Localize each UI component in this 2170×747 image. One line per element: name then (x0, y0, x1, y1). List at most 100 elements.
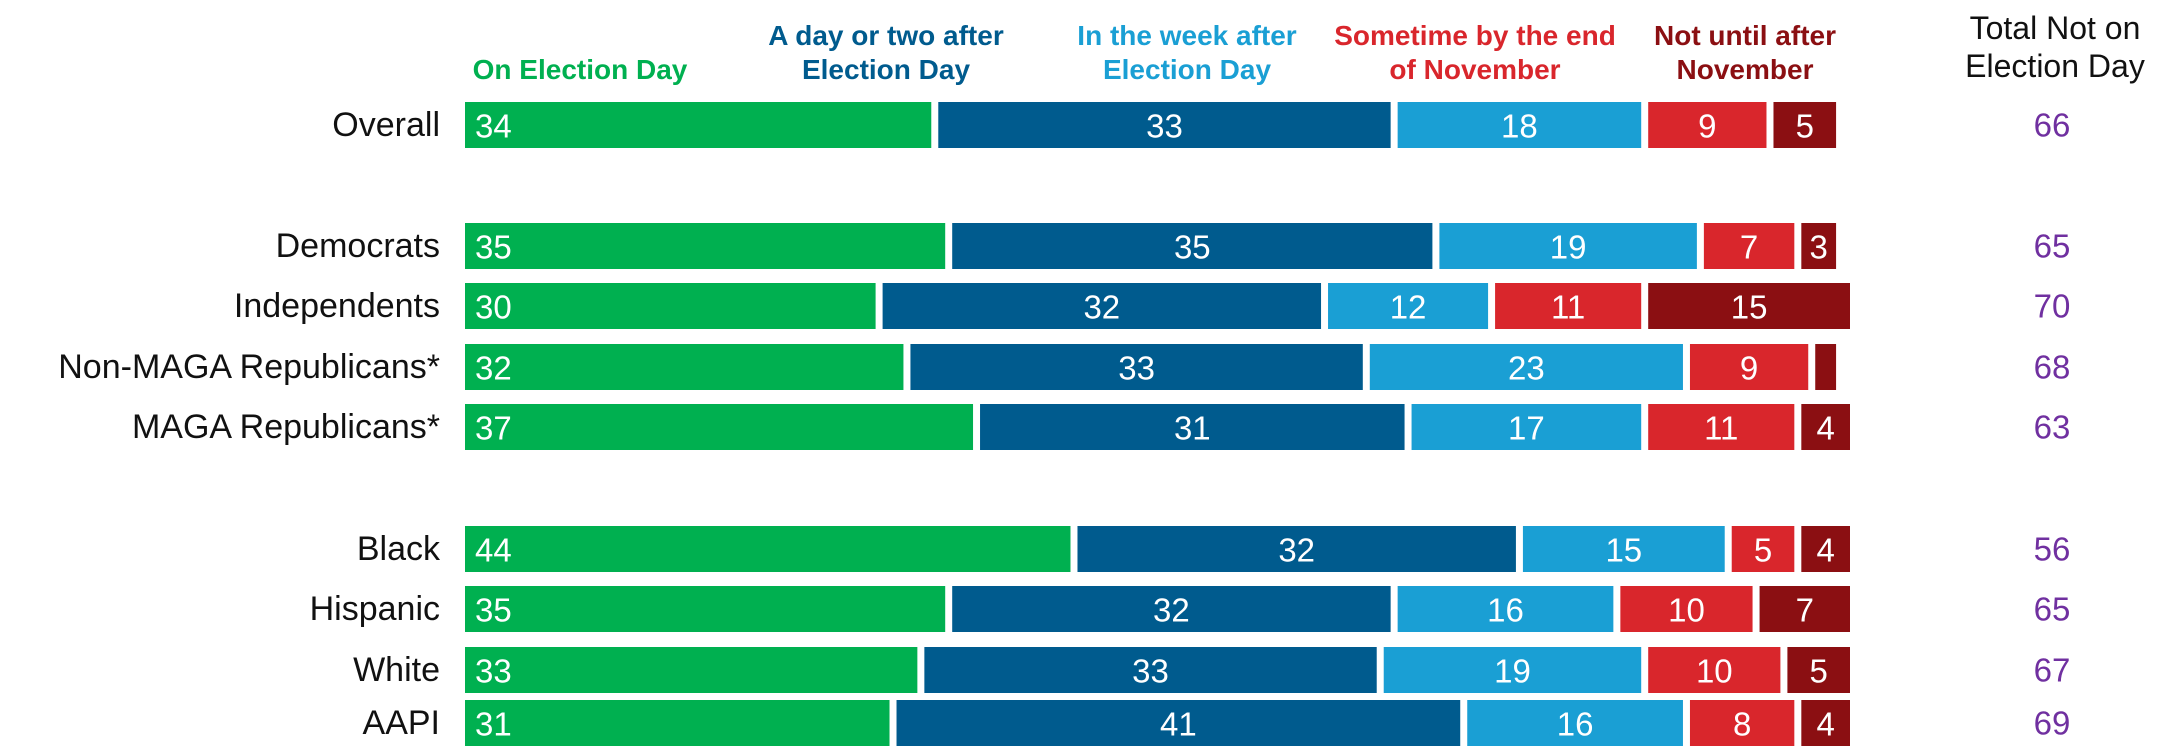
bar-segment (465, 283, 876, 329)
bar-segment (1397, 102, 1642, 148)
category-label: Non-MAGA Republicans* (58, 348, 440, 386)
legend-label: Not until after November (1654, 20, 1836, 85)
totals-header: Total Not on Election Day (1965, 10, 2145, 84)
bar-segment (924, 647, 1377, 693)
bar-segment (1467, 700, 1683, 746)
total-value: 68 (2034, 349, 2071, 386)
data-label: 33 (475, 653, 512, 690)
bar-segment (1815, 344, 1837, 390)
bar-segment (1648, 404, 1795, 450)
legend-label: Sometime by the end of November (1334, 20, 1616, 85)
bar-segment (1369, 344, 1683, 390)
legend-label: On Election Day (472, 54, 688, 85)
bar-segment (465, 526, 1071, 572)
data-label: 33 (1118, 350, 1155, 387)
bar-segment (952, 586, 1391, 632)
bar-segment (1759, 586, 1850, 632)
data-label: 32 (1278, 532, 1315, 569)
category-label: Democrats (276, 227, 440, 265)
data-label: 15 (1731, 289, 1768, 326)
bar-segment (1801, 526, 1850, 572)
data-label: 30 (475, 289, 512, 326)
legend-label: A day or two after Election Day (768, 20, 1004, 85)
total-value: 65 (2034, 591, 2071, 628)
data-label: 16 (1487, 592, 1524, 629)
data-label: 11 (1704, 410, 1738, 447)
bar-segment (1411, 404, 1642, 450)
bar-segment (465, 344, 904, 390)
bar-segment (1077, 526, 1516, 572)
data-label: 37 (475, 410, 512, 447)
data-label: 33 (1146, 108, 1183, 145)
bar-segment (952, 223, 1433, 269)
data-label: 3 (1810, 229, 1828, 266)
data-label: 32 (1153, 592, 1190, 629)
total-value: 56 (2034, 531, 2071, 568)
bar-segment (1801, 700, 1850, 746)
category-label: MAGA Republicans* (132, 408, 440, 446)
bar-segment (1773, 102, 1837, 148)
data-label: 5 (1810, 653, 1828, 690)
data-label: 19 (1494, 653, 1531, 690)
data-label: 9 (1740, 350, 1758, 387)
data-label: 23 (1508, 350, 1545, 387)
bar-segment (1648, 647, 1781, 693)
bar-segment (465, 102, 932, 148)
data-label: 12 (1390, 289, 1427, 326)
bar-segment (465, 223, 946, 269)
bar-segment (1703, 223, 1795, 269)
bar-segment (465, 700, 890, 746)
data-label: 10 (1668, 592, 1705, 629)
data-label: 18 (1501, 108, 1538, 145)
data-label: 17 (1508, 410, 1545, 447)
category-label: AAPI (363, 704, 440, 742)
bar-segment (1522, 526, 1725, 572)
total-value: 67 (2034, 652, 2071, 689)
data-label: 9 (1698, 108, 1716, 145)
bar-segment (882, 283, 1322, 329)
bar-segment (465, 647, 918, 693)
data-label: 8 (1733, 706, 1751, 743)
bar-segment (980, 404, 1405, 450)
bar-segment (1648, 283, 1850, 329)
data-label: 32 (1083, 289, 1120, 326)
data-label: 31 (475, 706, 512, 743)
bar-segment (1383, 647, 1642, 693)
data-label: 32 (475, 350, 512, 387)
data-label: 4 (1816, 532, 1834, 569)
bar-segment (1495, 283, 1642, 329)
bar-segment (1439, 223, 1697, 269)
data-label: 33 (1132, 653, 1169, 690)
data-label: 4 (1816, 410, 1834, 447)
data-label: 15 (1605, 532, 1642, 569)
total-value: 70 (2034, 288, 2071, 325)
bar-segment (1801, 223, 1837, 269)
category-label: Black (357, 530, 441, 568)
bar-segment (465, 404, 974, 450)
bar-segment (1648, 102, 1767, 148)
total-value: 65 (2034, 228, 2071, 265)
bar-segment (1328, 283, 1489, 329)
bar-segment (1689, 344, 1809, 390)
data-label: 10 (1696, 653, 1733, 690)
data-label: 35 (1174, 229, 1211, 266)
data-label: 19 (1550, 229, 1587, 266)
data-label: 34 (475, 108, 512, 145)
bar-segment (1731, 526, 1795, 572)
data-label: 35 (475, 229, 512, 266)
data-label: 44 (475, 532, 512, 569)
data-label: 4 (1816, 706, 1834, 743)
bar-segment (1787, 647, 1850, 693)
bar-segment (465, 586, 946, 632)
data-label: 31 (1174, 410, 1211, 447)
category-label: White (353, 651, 440, 689)
data-label: 41 (1160, 706, 1197, 743)
category-label: Independents (234, 287, 440, 325)
bar-segment (938, 102, 1391, 148)
bar-segment (1397, 586, 1614, 632)
category-label: Hispanic (310, 590, 440, 628)
data-label: 11 (1551, 289, 1585, 326)
data-label: 7 (1740, 229, 1758, 266)
